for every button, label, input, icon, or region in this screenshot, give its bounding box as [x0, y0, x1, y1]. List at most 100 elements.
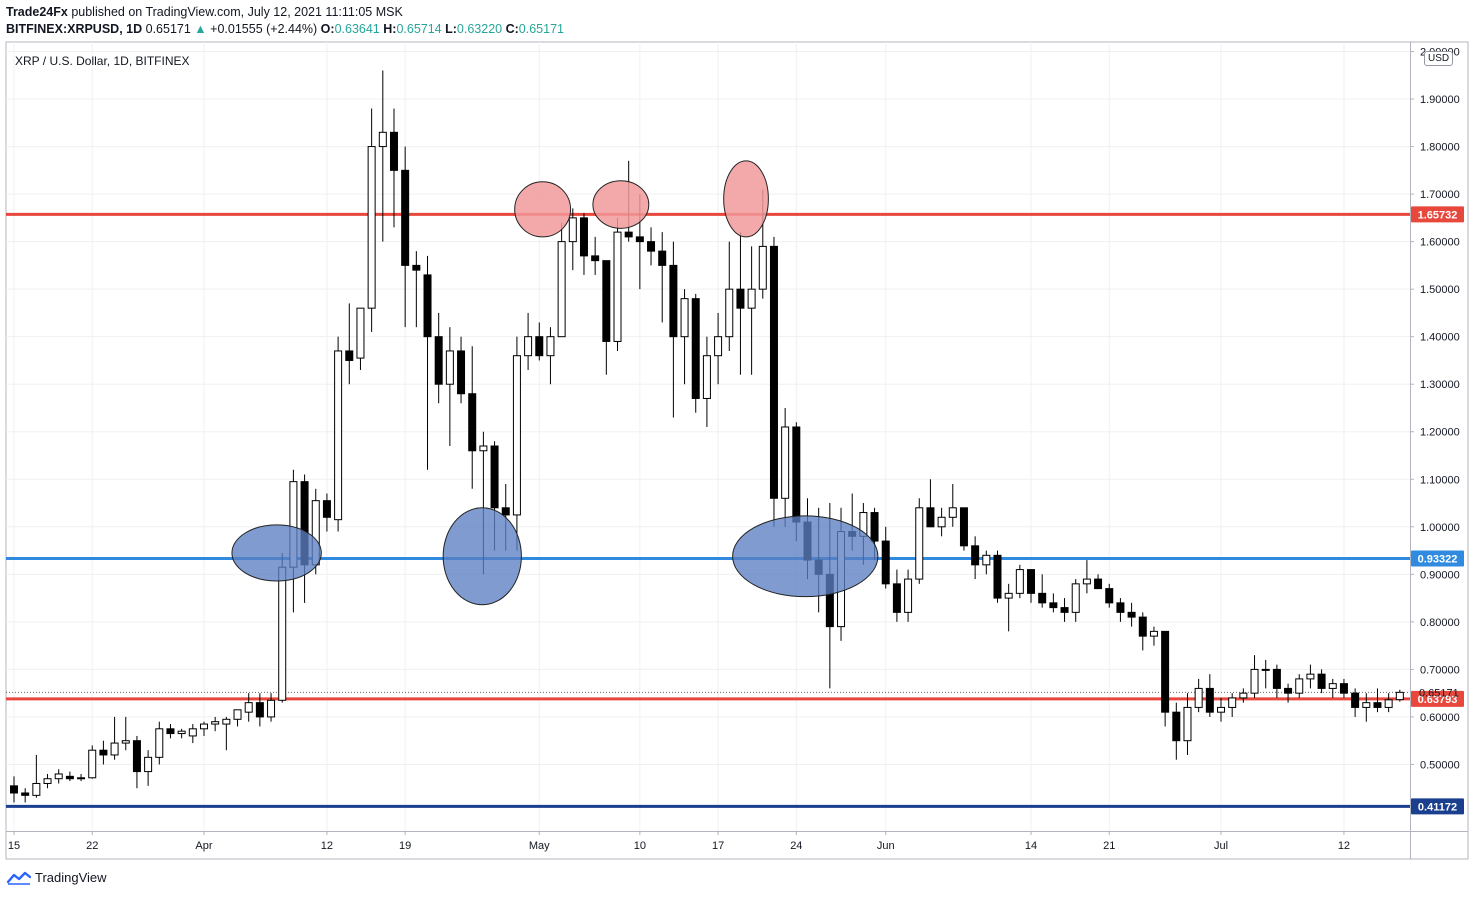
candle-up	[199, 723, 208, 730]
tradingview-brand[interactable]: TradingView	[7, 870, 107, 885]
price-axis[interactable]: 0.50000 0.60000 0.70000 0.80000 0.90000 1.000…	[1410, 47, 1460, 772]
publisher-name[interactable]: Trade24Fx	[6, 5, 68, 19]
time-tick-label: 17	[712, 840, 724, 852]
high-label: H:	[383, 22, 397, 36]
candle-down	[434, 336, 443, 385]
last-price-label: 0.65171	[1419, 687, 1459, 699]
level-label-box	[1411, 798, 1464, 815]
candle-down	[647, 241, 656, 252]
change-value: +0.01555 (+2.44%)	[210, 22, 318, 36]
open-value: 0.63641	[334, 22, 380, 36]
candle-down	[669, 264, 678, 338]
support-zone	[732, 515, 879, 598]
candle-up	[43, 778, 52, 784]
candle-down	[624, 231, 633, 238]
candle-up	[233, 709, 242, 720]
candle-up	[1362, 702, 1371, 708]
level-label-box	[1411, 206, 1464, 223]
time-tick-label: 19	[399, 840, 411, 852]
price-tick-label: 1.00000	[1420, 522, 1460, 534]
candle-up	[1217, 706, 1226, 713]
time-tick-label: 12	[1338, 840, 1350, 852]
candle-up	[1250, 668, 1259, 694]
candle-up	[121, 740, 130, 744]
currency-button[interactable]: USD	[1424, 51, 1454, 66]
candle-down	[1272, 668, 1281, 689]
candle-down	[1060, 607, 1069, 613]
time-tick-label: 10	[634, 840, 646, 852]
candle-down	[792, 426, 801, 523]
candle-down	[658, 250, 667, 266]
candle-up	[747, 288, 756, 309]
candle-up	[177, 730, 186, 735]
level-label-text: 1.65732	[1418, 209, 1458, 221]
low-label: L:	[445, 22, 457, 36]
brand-name: TradingView	[35, 870, 107, 885]
low-value: 0.63220	[456, 22, 503, 36]
candle-down	[993, 554, 1002, 599]
candle-up	[479, 445, 488, 452]
time-tick-label: Jul	[1214, 840, 1228, 852]
resistance-zone	[514, 181, 572, 238]
candle-up	[54, 773, 63, 780]
candle-up	[1228, 697, 1237, 708]
candle-down	[736, 288, 745, 309]
candle-up	[367, 146, 376, 309]
candle-up	[244, 702, 253, 713]
candle-down	[255, 702, 264, 718]
candle-down	[132, 740, 141, 773]
candle-up	[680, 298, 689, 338]
candle-up	[1004, 592, 1013, 599]
close-label: C:	[505, 22, 519, 36]
publish-info: Trade24Fx published on TradingView.com, …	[6, 5, 403, 19]
time-axis[interactable]: 15 22 Apr 12 19 May 10 17 24 Jun 14 21 Jul 12	[8, 831, 1350, 852]
level-label-text: 0.63793	[1418, 694, 1458, 706]
candle-up	[512, 355, 521, 516]
price-tick-label: 1.50000	[1420, 284, 1460, 296]
candle-down	[1105, 588, 1114, 604]
candle-down	[423, 274, 432, 338]
price-tick-label: 1.30000	[1420, 379, 1460, 391]
time-tick-label: 15	[8, 840, 20, 852]
candle-down	[501, 507, 510, 516]
tradingview-logo-icon	[7, 871, 31, 885]
candle-down	[412, 264, 421, 271]
level-labels: 1.65732 0.93322 0.63793 0.41172 0.65171	[1411, 206, 1464, 815]
candle-up	[557, 241, 566, 338]
support-zone	[231, 524, 322, 582]
candle-up	[1306, 673, 1315, 680]
candle-up	[915, 507, 924, 580]
candle-up	[188, 728, 197, 737]
price-tick-label: 1.40000	[1420, 332, 1460, 344]
candle-down	[892, 583, 901, 613]
candle-down	[468, 393, 477, 452]
candle-down	[926, 507, 935, 528]
time-tick-label: 24	[790, 840, 802, 852]
candle-up	[356, 307, 365, 359]
candle-up	[32, 782, 41, 796]
candle-up	[267, 699, 276, 718]
candle-up	[1194, 687, 1203, 708]
candle-up	[725, 288, 734, 338]
candle-down	[166, 728, 175, 735]
candle-up	[1071, 583, 1080, 613]
candle-down	[1049, 602, 1058, 609]
candle-down	[345, 350, 354, 361]
price-tick-label: 0.50000	[1420, 759, 1460, 771]
candle-up	[1082, 578, 1091, 585]
candle-down	[490, 445, 499, 509]
price-tick-label: 1.90000	[1420, 94, 1460, 106]
candle-up	[211, 721, 220, 725]
candle-up	[904, 578, 913, 613]
candle-down	[65, 775, 74, 780]
time-tick-label: 21	[1103, 840, 1115, 852]
candle-down	[959, 507, 968, 547]
candle-down	[1284, 687, 1293, 694]
candle-up	[278, 566, 287, 701]
candle-up	[77, 777, 86, 780]
candle-up	[937, 516, 946, 528]
candle-down	[1127, 611, 1136, 618]
candle-up	[222, 718, 231, 725]
chart-grid	[6, 42, 1410, 831]
